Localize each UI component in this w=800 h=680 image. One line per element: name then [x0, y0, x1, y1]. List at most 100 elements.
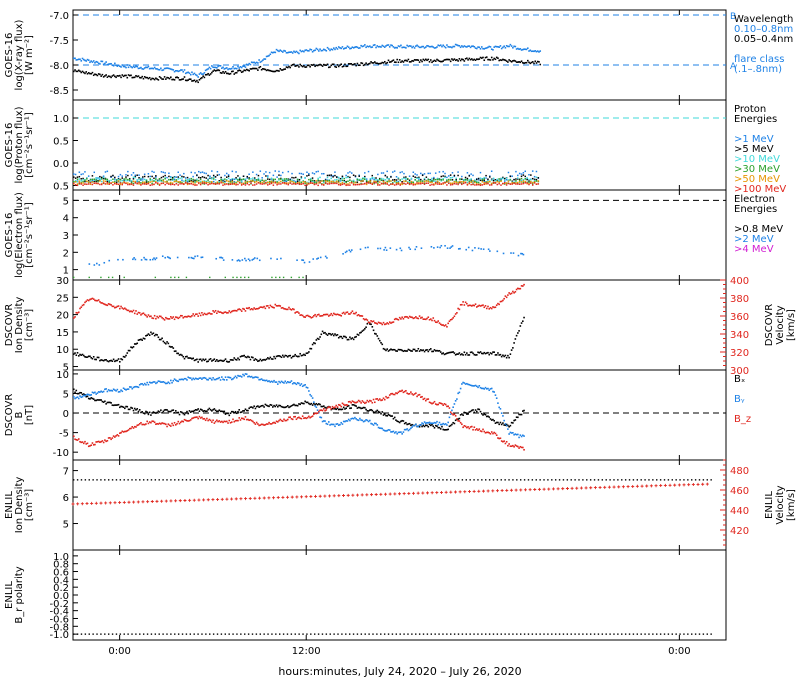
data-point: [694, 633, 697, 635]
data-point: [375, 333, 377, 335]
data-point: [461, 353, 463, 355]
data-point: [202, 73, 204, 75]
data-point: [185, 633, 188, 635]
data-point: [80, 396, 83, 399]
data-point: [534, 60, 537, 63]
data-point: [158, 380, 161, 383]
data-point: [518, 436, 520, 439]
data-point: [503, 177, 506, 180]
data-point: [212, 419, 214, 422]
data-point: [252, 61, 254, 64]
data-point: [464, 301, 467, 304]
data-point: [272, 180, 275, 182]
data-point: [408, 45, 411, 47]
data-point: [451, 179, 454, 181]
data-point: [198, 358, 201, 361]
data-point: [457, 171, 459, 173]
data-point: [271, 479, 273, 481]
data-point: [167, 342, 170, 345]
data-point: [524, 175, 527, 178]
data-point: [181, 420, 183, 423]
data-point: [354, 46, 356, 49]
data-point: [436, 425, 438, 427]
data-point: [352, 401, 355, 403]
data-point: [505, 178, 508, 181]
data-point: [144, 258, 147, 261]
data-point: [140, 411, 142, 414]
data-point: [116, 404, 119, 406]
data-point: [248, 62, 250, 65]
data-point: [225, 67, 228, 69]
data-point: [217, 69, 219, 71]
data-point: [421, 182, 424, 184]
data-point: [279, 381, 282, 384]
data-point: [505, 440, 508, 443]
data-point: [453, 181, 456, 183]
data-point: [298, 181, 301, 184]
data-point: [161, 69, 163, 72]
data-point: [249, 63, 252, 66]
data-point: [535, 183, 538, 186]
data-point: [86, 299, 89, 301]
data-point: [171, 179, 174, 181]
data-point: [523, 48, 525, 50]
data-point: [458, 391, 461, 394]
data-point: [499, 408, 502, 410]
data-point: [257, 423, 259, 425]
data-point: [289, 381, 292, 384]
data-point: [117, 180, 120, 183]
legend-entry: Bₓ: [734, 374, 745, 385]
data-point: [475, 183, 478, 185]
data-point: [415, 350, 417, 352]
data-point: [183, 180, 185, 182]
data-point: [232, 378, 234, 380]
data-point: [207, 174, 209, 177]
data-point: [296, 404, 299, 407]
data-point: [538, 51, 540, 53]
data-point: [453, 174, 456, 177]
data-point: [539, 50, 542, 52]
data-point: [263, 305, 265, 308]
data-point: [262, 359, 264, 361]
data-point: [165, 78, 167, 80]
data-point: [304, 181, 306, 183]
data-point: [530, 178, 532, 181]
data-point: [386, 348, 389, 350]
data-point: [336, 176, 338, 178]
data-point: [468, 45, 471, 47]
data-point: [360, 419, 362, 421]
data-point: [359, 406, 361, 409]
data-point: [197, 633, 199, 635]
data-point: [233, 182, 235, 185]
data-point: [487, 182, 489, 185]
data-point: [227, 422, 229, 424]
data-point: [382, 178, 385, 180]
data-point: [152, 67, 155, 70]
data-point: [525, 61, 528, 64]
data-point: [257, 182, 260, 184]
data-point: [358, 174, 360, 177]
data-point: [570, 486, 574, 490]
data-point: [87, 393, 90, 396]
data-point: [275, 276, 277, 279]
data-point: [382, 183, 385, 185]
data-point: [142, 384, 145, 386]
data-point: [209, 67, 212, 70]
data-point: [452, 351, 454, 353]
data-point: [377, 410, 380, 413]
data-point: [91, 179, 94, 182]
data-point: [320, 405, 323, 408]
data-point: [426, 44, 428, 47]
data-point: [80, 502, 84, 506]
data-point: [244, 408, 247, 411]
data-point: [405, 183, 407, 185]
data-point: [272, 496, 276, 500]
data-point: [360, 182, 362, 185]
data-point: [434, 46, 437, 49]
data-point: [385, 249, 388, 251]
data-point: [249, 308, 252, 311]
data-point: [114, 181, 116, 183]
data-point: [334, 171, 336, 173]
data-point: [326, 183, 329, 185]
data-point: [488, 633, 491, 635]
